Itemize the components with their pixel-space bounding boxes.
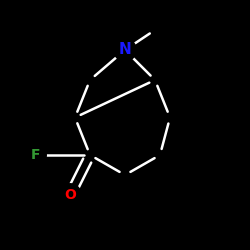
Circle shape (24, 144, 46, 166)
Text: F: F (30, 148, 40, 162)
Circle shape (114, 39, 136, 61)
Text: N: N (119, 42, 132, 58)
Text: O: O (64, 188, 76, 202)
Circle shape (59, 184, 81, 206)
